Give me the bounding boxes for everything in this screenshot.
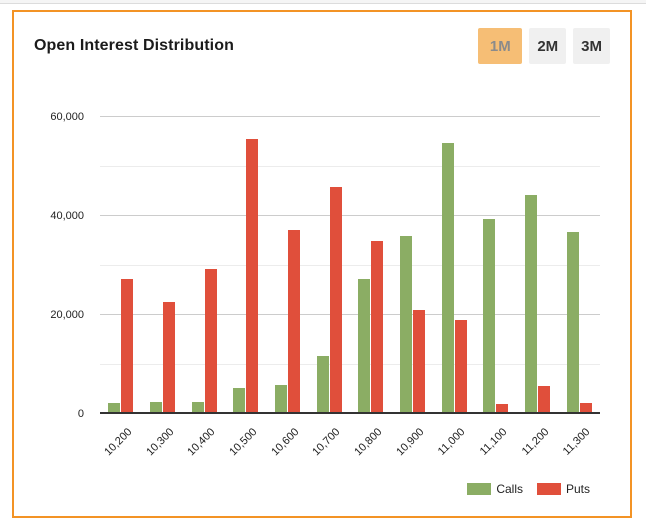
x-axis-label-11100: 11,100 — [477, 426, 510, 458]
bar-group-10600 — [267, 116, 309, 413]
calls-bar-11100[interactable] — [483, 219, 496, 413]
bar-group-11100 — [475, 116, 517, 413]
calls-bar-11200[interactable] — [524, 195, 537, 413]
gridline — [100, 116, 600, 117]
puts-bar-10700[interactable] — [329, 187, 342, 413]
puts-bar-11200[interactable] — [537, 386, 550, 413]
x-axis-label-10800: 10,800 — [352, 426, 385, 459]
x-axis-label-11000: 11,000 — [435, 426, 468, 458]
puts-bar-10600[interactable] — [287, 230, 300, 413]
bar-group-10200 — [100, 116, 142, 413]
x-axis-label-10200: 10,200 — [102, 426, 135, 459]
calls-bar-10200[interactable] — [108, 403, 121, 413]
bar-group-10300 — [142, 116, 184, 413]
gridline — [100, 314, 600, 315]
bar-group-10900 — [392, 116, 434, 413]
x-axis-label-10600: 10,600 — [268, 426, 301, 459]
calls-bar-11000[interactable] — [441, 142, 454, 413]
calls-bar-10700[interactable] — [316, 356, 329, 413]
calls-bar-10800[interactable] — [358, 279, 371, 413]
calls-bar-10500[interactable] — [233, 387, 246, 413]
open-interest-chart: 0 20,000 40,000 60,000 10,200 10,300 10,400 10… — [14, 12, 630, 516]
period-button-2m[interactable]: 2M — [529, 28, 567, 64]
calls-bar-10600[interactable] — [274, 385, 287, 413]
bar-group-10500 — [225, 116, 267, 413]
puts-bar-11000[interactable] — [454, 320, 467, 413]
puts-bar-11100[interactable] — [496, 404, 509, 413]
open-interest-card: Open Interest Distribution 1M 2M 3M 0 20,… — [12, 10, 632, 518]
y-axis-labels: 0 20,000 40,000 60,000 — [14, 111, 92, 420]
x-axis-label-10300: 10,300 — [143, 426, 176, 459]
x-axis-label-10400: 10,400 — [185, 426, 218, 459]
puts-bar-10200[interactable] — [121, 279, 134, 413]
gridline — [100, 363, 600, 365]
calls-swatch — [467, 483, 492, 495]
y-axis-tick-label: 60,000 — [50, 111, 84, 123]
bar-group-10800 — [350, 116, 392, 413]
calls-bar-10400[interactable] — [191, 402, 204, 413]
gridline — [100, 165, 600, 167]
x-axis-line — [100, 412, 600, 414]
puts-bar-10300[interactable] — [162, 302, 175, 413]
puts-bar-10500[interactable] — [246, 138, 259, 413]
calls-bar-10300[interactable] — [149, 402, 162, 413]
period-button-3m[interactable]: 3M — [573, 28, 610, 64]
x-axis-labels: 10,200 10,300 10,400 10,500 10,600 10,700 10,8… — [100, 416, 600, 476]
chart-legend: Calls Puts — [467, 482, 590, 496]
period-button-1m[interactable]: 1M — [478, 28, 523, 64]
card-header: Open Interest Distribution 1M 2M 3M — [34, 26, 610, 66]
legend-label-calls: Calls — [496, 482, 523, 496]
gridline — [100, 264, 600, 266]
legend-item-calls[interactable]: Calls — [467, 482, 523, 496]
x-axis-label-11300: 11,300 — [560, 426, 593, 458]
x-axis-label-10700: 10,700 — [310, 426, 343, 459]
calls-bar-10900[interactable] — [399, 236, 412, 413]
y-axis-tick-label: 20,000 — [50, 309, 84, 321]
y-axis-tick-label: 40,000 — [50, 210, 84, 222]
page-title: Open Interest Distribution — [34, 37, 234, 54]
x-axis-label-11200: 11,200 — [519, 426, 551, 458]
legend-label-puts: Puts — [565, 482, 590, 496]
legend-item-puts[interactable]: Puts — [536, 482, 590, 496]
bar-group-10400 — [183, 116, 225, 413]
puts-bar-10400[interactable] — [204, 269, 217, 413]
puts-swatch — [536, 483, 561, 495]
bar-group-11200 — [517, 116, 559, 413]
bar-group-11300 — [558, 116, 600, 413]
calls-bar-11300[interactable] — [566, 232, 579, 413]
gridline — [100, 215, 600, 216]
bar-group-10700 — [308, 116, 350, 413]
x-axis-label-10900: 10,900 — [393, 426, 426, 459]
y-axis-tick-label: 0 — [77, 408, 84, 420]
puts-bar-11300[interactable] — [579, 402, 592, 413]
page-top-strip — [0, 0, 646, 4]
plot-area — [100, 116, 600, 414]
puts-bar-10900[interactable] — [412, 310, 425, 413]
x-axis-label-10500: 10,500 — [227, 426, 260, 459]
period-button-group: 1M 2M 3M — [478, 28, 610, 64]
puts-bar-10800[interactable] — [371, 240, 384, 413]
bar-group-11000 — [433, 116, 475, 413]
